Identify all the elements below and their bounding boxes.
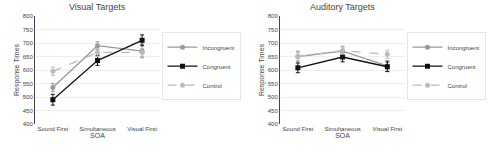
- svg-text:SOA: SOA: [335, 132, 350, 139]
- svg-text:Congruent: Congruent: [447, 64, 475, 70]
- svg-text:Simultaneous: Simultaneous: [324, 126, 360, 132]
- svg-text:500: 500: [268, 94, 279, 100]
- svg-text:SOA: SOA: [90, 132, 105, 139]
- svg-text:Visual First: Visual First: [373, 126, 403, 132]
- svg-text:Sound First: Sound First: [38, 126, 69, 132]
- svg-text:Control: Control: [447, 83, 466, 89]
- svg-text:Response Times: Response Times: [258, 43, 266, 96]
- svg-text:400: 400: [23, 121, 34, 127]
- svg-text:550: 550: [23, 81, 34, 87]
- svg-text:450: 450: [23, 108, 34, 114]
- svg-text:600: 600: [23, 67, 34, 73]
- svg-text:Visual Targets: Visual Targets: [69, 2, 126, 12]
- svg-text:800: 800: [268, 13, 279, 19]
- svg-text:650: 650: [268, 54, 279, 60]
- svg-text:Auditory Targets: Auditory Targets: [310, 2, 375, 12]
- svg-text:Incongruent: Incongruent: [447, 45, 479, 51]
- svg-text:750: 750: [268, 27, 279, 33]
- svg-text:550: 550: [268, 81, 279, 87]
- svg-text:450: 450: [268, 108, 279, 114]
- svg-text:700: 700: [23, 40, 34, 46]
- svg-text:Response Times: Response Times: [13, 43, 21, 96]
- svg-text:Control: Control: [203, 83, 222, 89]
- svg-text:Simultaneous: Simultaneous: [79, 126, 115, 132]
- svg-text:500: 500: [23, 94, 34, 100]
- svg-text:800: 800: [23, 13, 34, 19]
- svg-text:700: 700: [268, 40, 279, 46]
- svg-text:750: 750: [23, 27, 34, 33]
- svg-text:600: 600: [268, 67, 279, 73]
- svg-text:650: 650: [23, 54, 34, 60]
- svg-text:Visual First: Visual First: [127, 126, 157, 132]
- svg-text:Sound First: Sound First: [283, 126, 314, 132]
- svg-text:Incongruent: Incongruent: [203, 45, 235, 51]
- svg-text:Congruent: Congruent: [203, 64, 231, 70]
- svg-text:400: 400: [268, 121, 279, 127]
